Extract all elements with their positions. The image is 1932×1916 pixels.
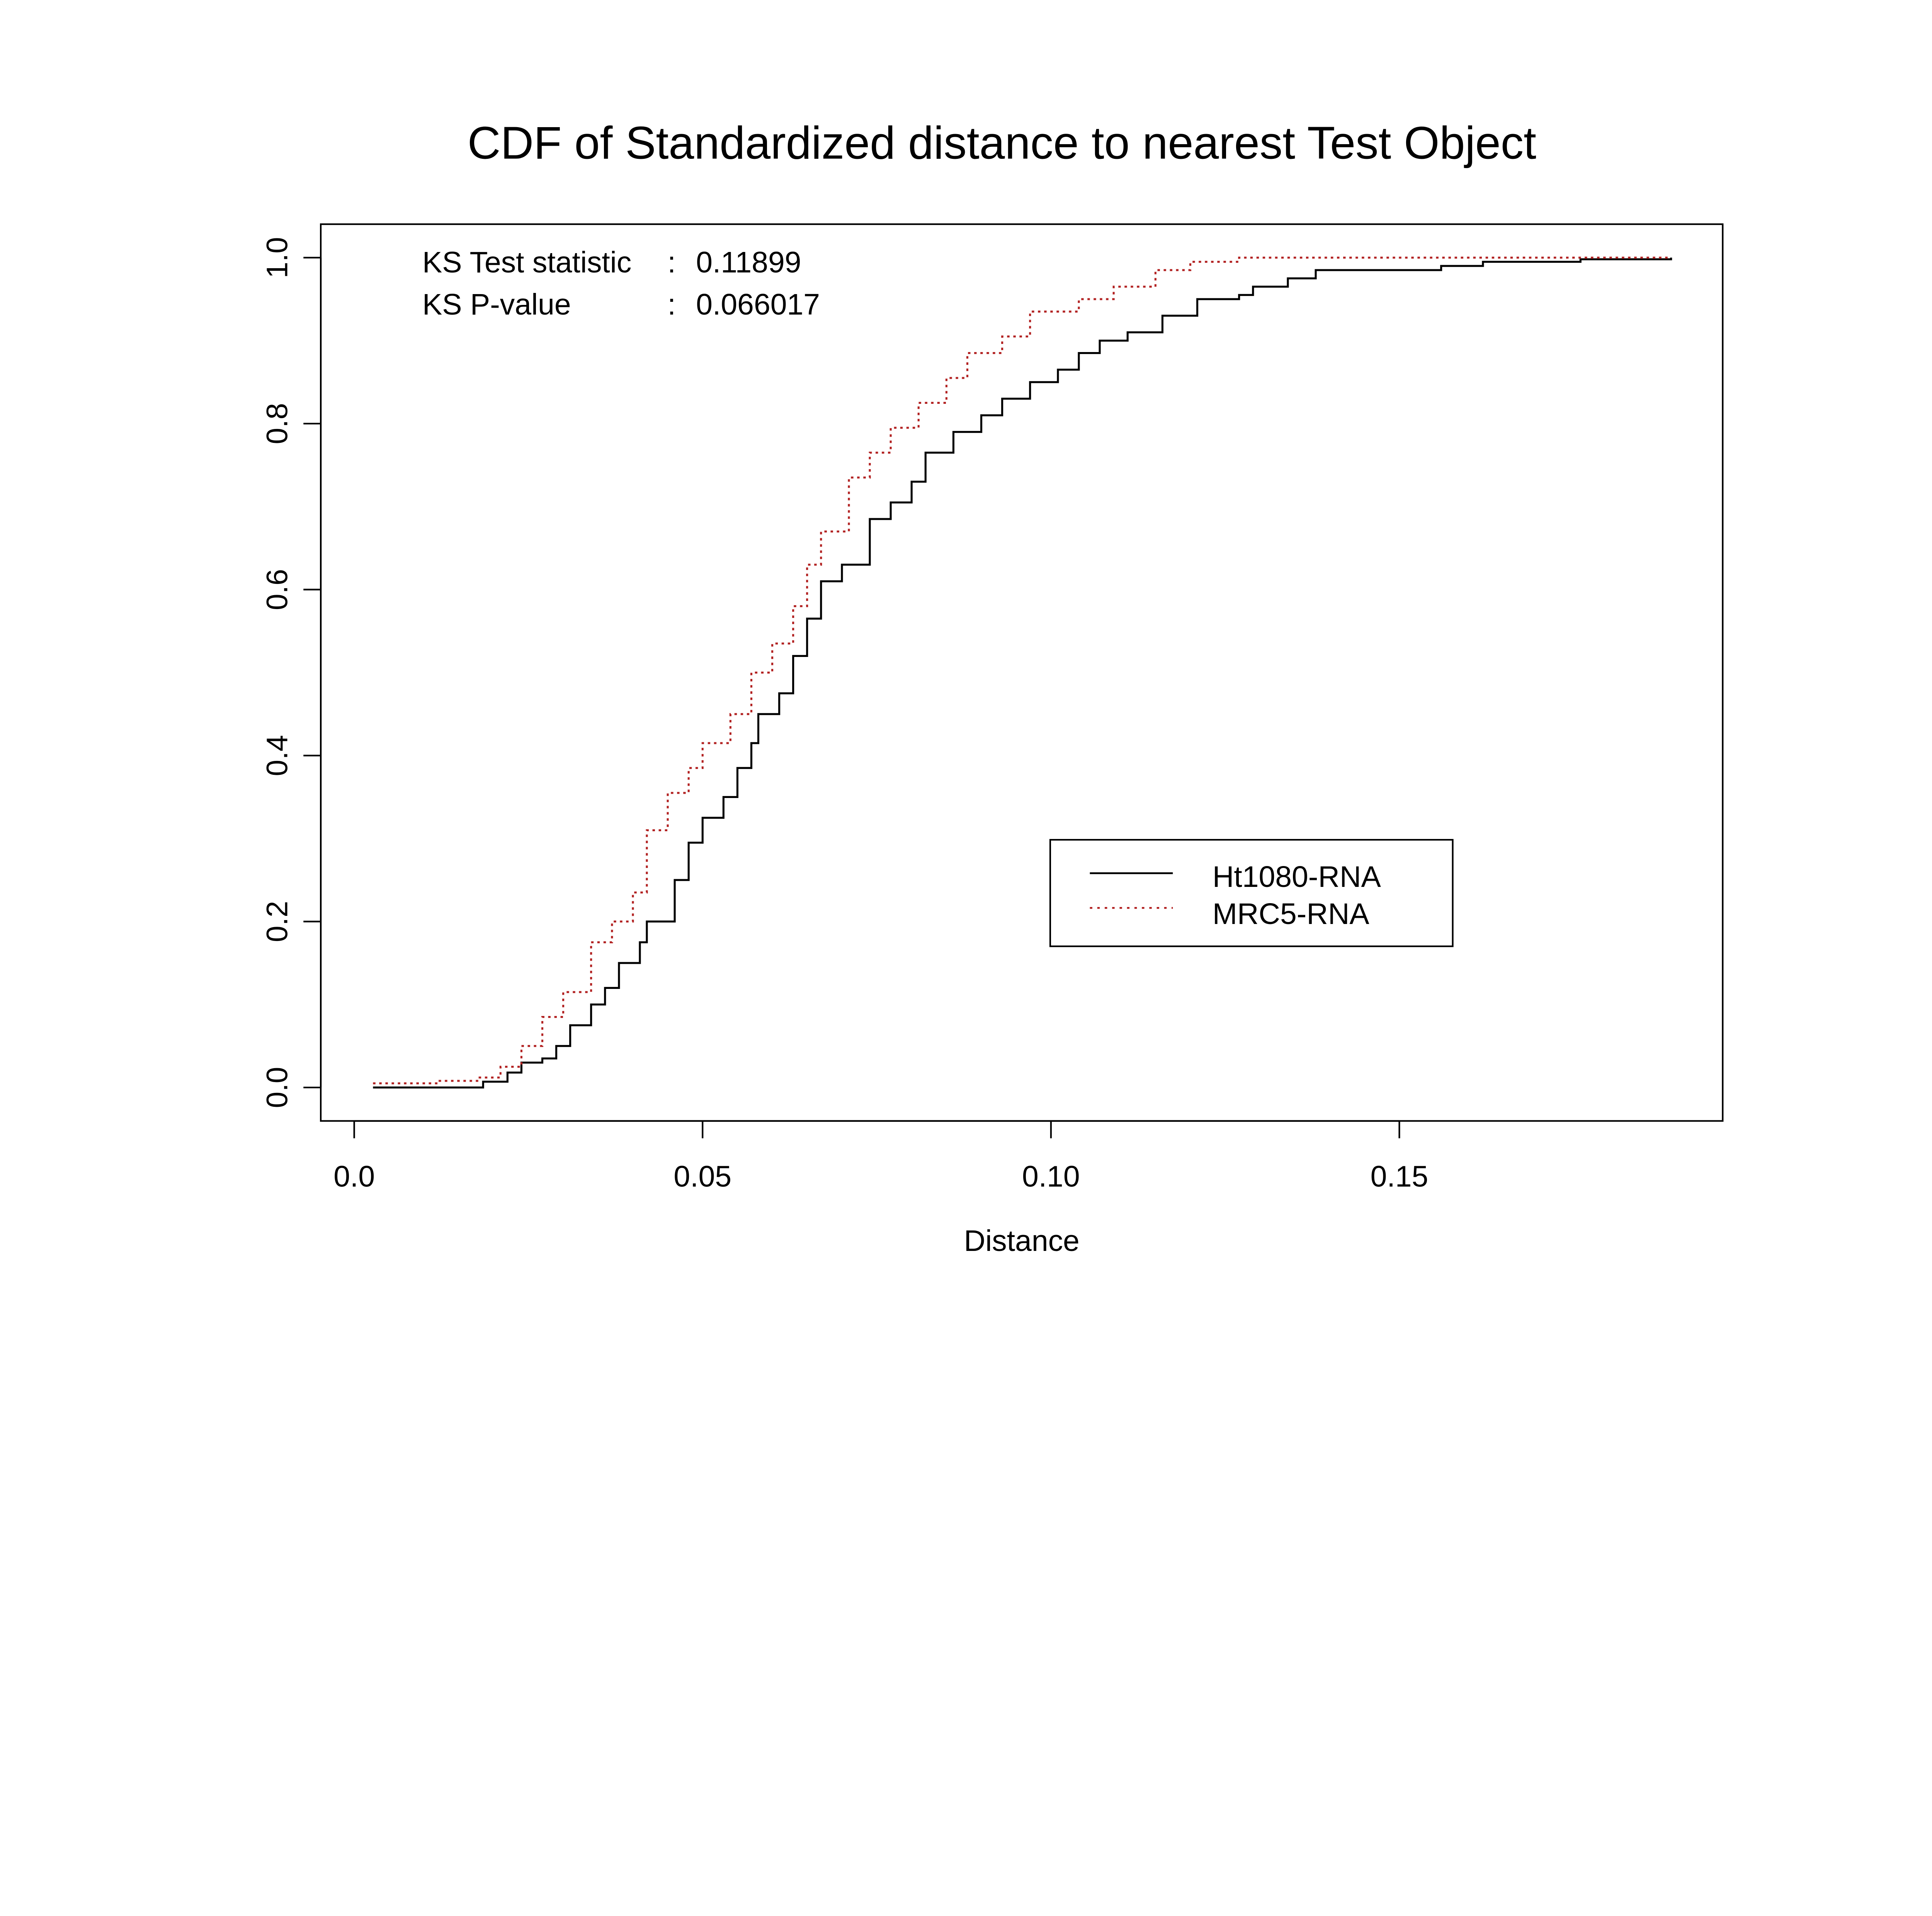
y-tick-label: 0.8 — [261, 403, 294, 444]
y-tick-label: 0.2 — [261, 901, 294, 942]
chart-title: CDF of Standardized distance to nearest … — [468, 117, 1536, 168]
y-axis: 0.0 0.2 0.4 0.6 0.8 1.0 — [261, 237, 322, 1108]
ks-stat-label: KS Test statistic — [422, 246, 631, 279]
series-line-ht1080-rna — [373, 257, 1672, 1089]
y-tick-label: 0.6 — [261, 569, 294, 610]
x-tick-label: 0.10 — [1022, 1160, 1080, 1193]
legend-box — [1049, 839, 1454, 947]
ks-annotation: KS Test statistic : 0.11899 KS P-value :… — [422, 246, 820, 321]
x-tick-label: 0.0 — [333, 1160, 375, 1193]
ks-stat-sep: : — [668, 246, 676, 279]
ks-stat-value: 0.11899 — [696, 246, 801, 279]
cdf-chart: CDF of Standardized distance to nearest … — [261, 117, 1724, 1257]
y-tick-label: 0.0 — [261, 1067, 294, 1108]
plot-frame — [320, 223, 1724, 1122]
legend-label-mrc5: MRC5-RNA — [1213, 897, 1370, 931]
y-tick-label: 0.4 — [261, 735, 294, 776]
series-line-mrc5-rna — [373, 257, 1671, 1084]
x-axis: 0.0 0.05 0.10 0.15 — [333, 1120, 1429, 1193]
x-axis-label: Distance — [964, 1224, 1080, 1257]
ks-pvalue-label: KS P-value — [422, 288, 571, 321]
x-tick-label: 0.05 — [673, 1160, 731, 1193]
ks-pvalue-value: 0.066017 — [696, 288, 820, 321]
ks-pvalue-sep: : — [668, 288, 676, 321]
legend: Ht1080-RNA MRC5-RNA — [1049, 839, 1454, 947]
legend-label-ht1080: Ht1080-RNA — [1213, 860, 1381, 893]
x-tick-label: 0.15 — [1371, 1160, 1429, 1193]
y-tick-label: 1.0 — [261, 237, 294, 278]
series-group — [373, 257, 1672, 1089]
